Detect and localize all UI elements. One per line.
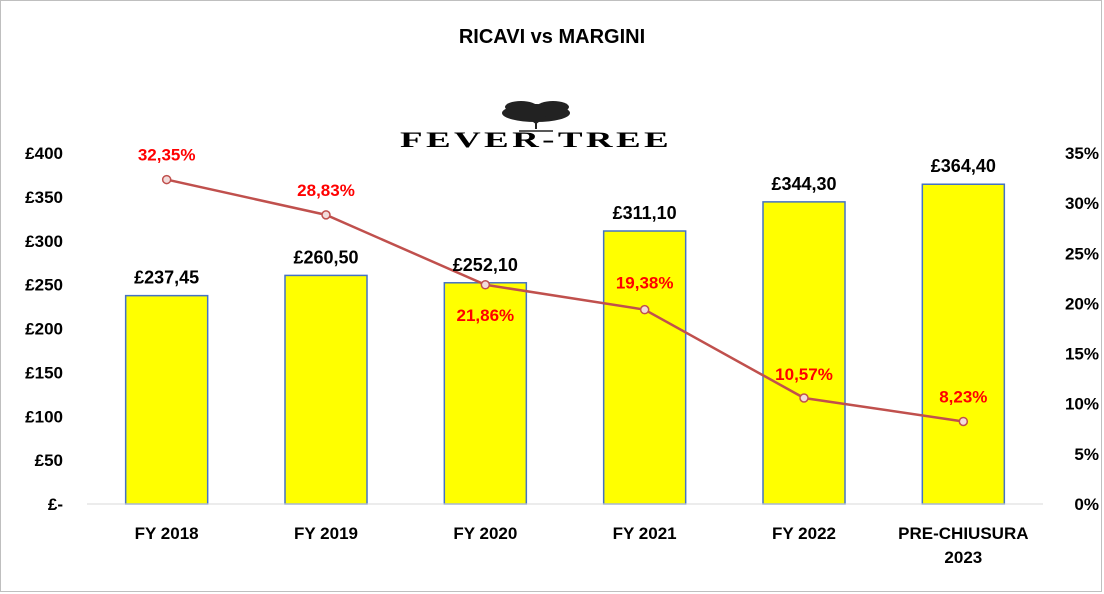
- y-left-tick-label: £400: [25, 144, 63, 163]
- y-right-tick-label: 10%: [1065, 395, 1099, 414]
- y-right-tick-label: 35%: [1065, 144, 1099, 163]
- y-axis-left: £- £50 £100 £150 £200 £250 £300 £350 £400: [25, 144, 63, 514]
- bar-series: [124, 183, 1006, 505]
- y-left-tick-label: £150: [25, 363, 63, 382]
- revenue-bar: [762, 201, 846, 505]
- y-left-tick-label: £50: [35, 451, 63, 470]
- y-left-tick-label: £-: [48, 495, 63, 514]
- logo-text: FEVER-TREE: [400, 127, 672, 152]
- y-left-tick-label: £350: [25, 188, 63, 207]
- y-left-tick-label: £100: [25, 407, 63, 426]
- margin-value-label: 8,23%: [939, 387, 987, 406]
- y-right-tick-label: 25%: [1065, 244, 1099, 263]
- revenue-bar: [921, 183, 1006, 505]
- x-category-label: FY 2020: [453, 524, 517, 543]
- y-axis-right: 0% 5% 10% 15% 20% 25% 30% 35%: [1065, 144, 1099, 514]
- y-left-tick-label: £300: [25, 232, 63, 251]
- revenue-bar: [602, 230, 687, 505]
- margin-value-label: 28,83%: [297, 181, 355, 200]
- margin-point: [321, 210, 331, 220]
- bar-value-label: £237,45: [134, 268, 199, 288]
- x-axis-categories: FY 2018 FY 2019 FY 2020 FY 2021 FY 2022 PRE-C…: [135, 524, 1029, 567]
- y-left-tick-label: £250: [25, 276, 63, 295]
- x-category-label: FY 2019: [294, 524, 358, 543]
- bar-value-label: £311,10: [613, 203, 677, 223]
- tree-icon: [502, 101, 570, 132]
- margin-value-label: 21,86%: [456, 306, 514, 325]
- margin-line-series: [161, 174, 969, 427]
- margin-point: [161, 174, 172, 185]
- bar-value-label: £344,30: [771, 174, 836, 194]
- y-right-tick-label: 20%: [1065, 294, 1099, 313]
- chart-title: RICAVI vs MARGINI: [459, 26, 645, 48]
- x-category-label: FY 2018: [135, 524, 199, 543]
- y-right-tick-label: 5%: [1074, 445, 1099, 464]
- margin-point: [480, 280, 491, 290]
- margin-value-label: 32,35%: [138, 146, 196, 165]
- margin-value-label: 19,38%: [616, 274, 674, 293]
- margin-point: [639, 304, 650, 315]
- x-category-label: PRE-CHIUSURA 2023: [898, 524, 1028, 567]
- y-right-tick-label: 0%: [1074, 495, 1099, 514]
- bar-value-label: £364,40: [931, 156, 996, 176]
- bar-data-labels: £237,45 £260,50 £252,10 £311,10 £344,30 £364,…: [134, 156, 996, 287]
- bar-value-label: £252,10: [453, 255, 518, 275]
- fever-tree-logo: FEVER-TREE: [400, 101, 672, 152]
- x-category-label: FY 2022: [772, 524, 836, 543]
- revenue-bar: [124, 294, 209, 505]
- y-left-tick-label: £200: [25, 320, 63, 339]
- margin-value-label: 10,57%: [775, 365, 833, 384]
- y-right-tick-label: 30%: [1065, 194, 1099, 213]
- line-data-labels: 32,35% 28,83% 21,86% 19,38% 10,57% 8,23%: [138, 146, 988, 407]
- margin-line: [166, 178, 964, 423]
- revenue-bar: [284, 274, 368, 505]
- margin-point: [958, 416, 969, 427]
- bar-value-label: £260,50: [293, 247, 358, 267]
- y-right-tick-label: 15%: [1065, 345, 1099, 364]
- revenue-bar: [443, 282, 528, 505]
- x-category-label: FY 2021: [613, 524, 677, 543]
- margin-point: [799, 393, 809, 403]
